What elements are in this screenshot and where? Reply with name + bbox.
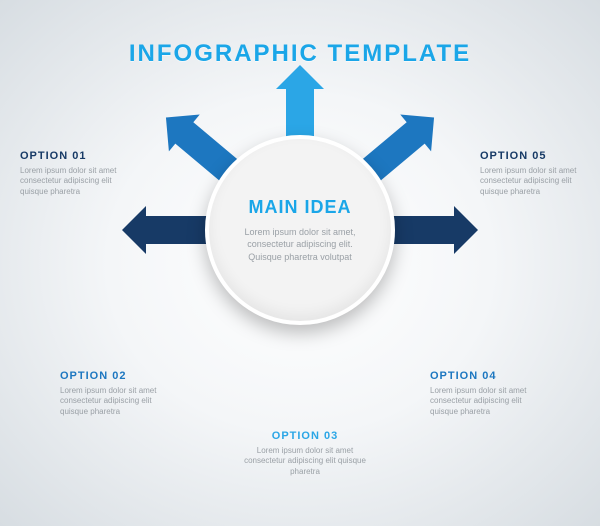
infographic-stage: INFOGRAPHIC TEMPLATE MAIN IDEA Lorem ips… (0, 0, 600, 526)
option-01: OPTION 01 Lorem ipsum dolor sit amet con… (20, 150, 130, 197)
option-02: OPTION 02 Lorem ipsum dolor sit amet con… (60, 370, 180, 417)
option-01-title: OPTION 01 (20, 150, 130, 162)
option-01-body: Lorem ipsum dolor sit amet consectetur a… (20, 166, 130, 197)
option-05-title: OPTION 05 (480, 150, 590, 162)
option-03: OPTION 03 Lorem ipsum dolor sit amet con… (240, 430, 370, 477)
option-04: OPTION 04 Lorem ipsum dolor sit amet con… (430, 370, 550, 417)
option-04-body: Lorem ipsum dolor sit amet consectetur a… (430, 386, 550, 417)
main-idea-circle: MAIN IDEA Lorem ipsum dolor sit amet, co… (205, 135, 395, 325)
option-04-title: OPTION 04 (430, 370, 550, 382)
main-idea-body: Lorem ipsum dolor sit amet, consectetur … (233, 226, 367, 262)
option-03-title: OPTION 03 (240, 430, 370, 442)
main-idea-title: MAIN IDEA (249, 197, 352, 218)
option-02-title: OPTION 02 (60, 370, 180, 382)
option-02-body: Lorem ipsum dolor sit amet consectetur a… (60, 386, 180, 417)
option-03-body: Lorem ipsum dolor sit amet consectetur a… (240, 446, 370, 477)
option-05-body: Lorem ipsum dolor sit amet consectetur a… (480, 166, 590, 197)
option-05: OPTION 05 Lorem ipsum dolor sit amet con… (480, 150, 590, 197)
